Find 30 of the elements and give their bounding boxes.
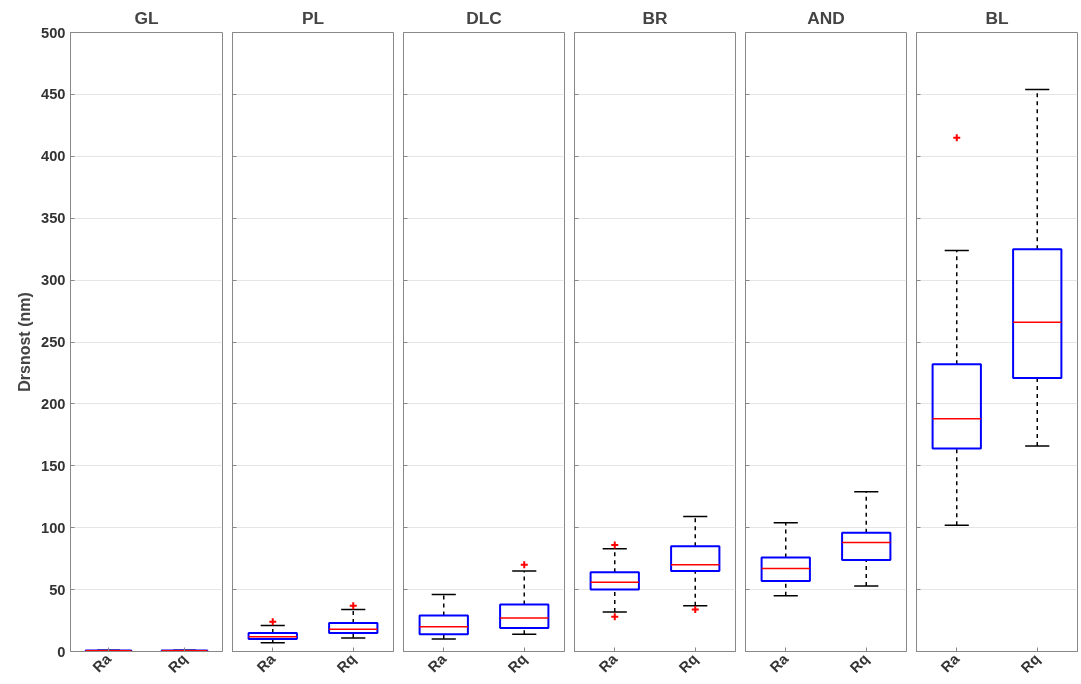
x-tick-label: Ra	[766, 650, 793, 676]
chart-title: PL	[301, 7, 325, 28]
y-tick-label: 300	[41, 272, 66, 289]
x-tick-label: Rq	[333, 650, 359, 676]
chart-title: GL	[134, 7, 159, 28]
y-tick-label: 500	[41, 24, 66, 41]
y-tick-label: 0	[57, 643, 66, 660]
y-tick-label: 400	[41, 148, 66, 165]
x-tick-label: Rq	[165, 650, 191, 676]
x-tick-label: Ra	[937, 650, 964, 676]
y-tick-label: 200	[41, 395, 66, 412]
x-tick-label: Rq	[846, 650, 872, 676]
chart-title: AND	[807, 7, 845, 28]
y-tick-label: 350	[41, 210, 66, 227]
chart-title: BL	[985, 7, 1009, 28]
chart-title: BR	[642, 7, 668, 28]
chart-title: DLC	[466, 7, 503, 28]
x-tick-label: Ra	[253, 650, 280, 676]
x-tick-label: Rq	[1017, 650, 1043, 676]
y-tick-label: 250	[41, 334, 66, 350]
y-axis-title: Drsnost (nm)	[16, 292, 34, 392]
y-tick-label: 50	[49, 581, 66, 598]
x-tick-label: Ra	[89, 650, 115, 676]
x-tick-label: Ra	[595, 650, 622, 676]
x-tick-label: Rq	[675, 650, 701, 676]
y-tick-label: 150	[41, 457, 66, 474]
x-tick-label: Ra	[424, 650, 451, 676]
x-tick-label: Rq	[504, 650, 530, 676]
y-tick-label: 450	[41, 86, 66, 103]
y-tick-label: 100	[41, 519, 66, 536]
